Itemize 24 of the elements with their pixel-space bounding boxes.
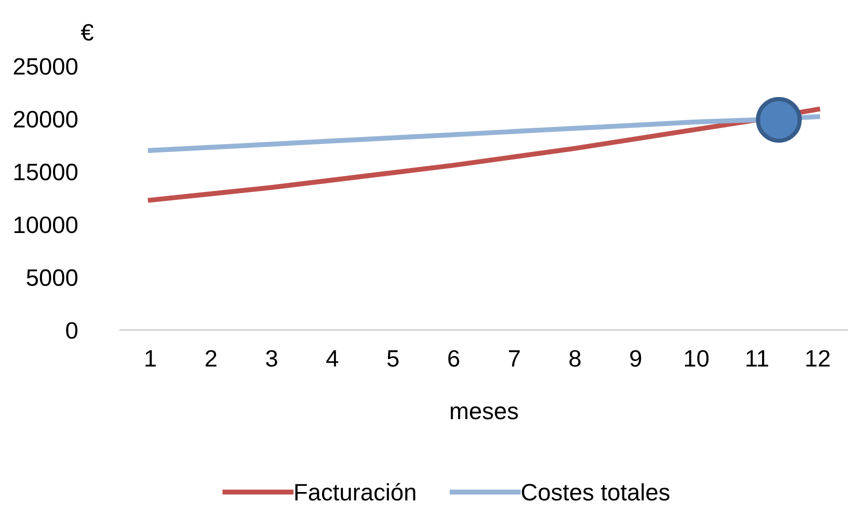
x-tick-label: 2 [206, 350, 216, 367]
line-series [148, 114, 820, 153]
x-tick-label: 11 [746, 350, 768, 367]
x-tick-label: 3 [266, 350, 278, 367]
x-tick-label: 12 [806, 350, 830, 367]
x-tick-label: 6 [448, 350, 460, 367]
legend-label: Costes totales [522, 483, 670, 501]
y-tick-label: 0 [66, 322, 78, 339]
x-axis-title: meses [450, 406, 518, 420]
x-tick-label: 1 [146, 350, 156, 367]
y-tick-label: 25000 [14, 58, 78, 75]
y-tick-label: 5000 [26, 269, 78, 286]
y-tick-label: 10000 [14, 216, 78, 234]
line-series [148, 106, 820, 203]
legend-label: Facturación [295, 482, 416, 501]
x-tick-label: 7 [508, 350, 520, 367]
y-tick-label: 15000 [14, 164, 78, 180]
y-axis-title: € [80, 24, 94, 41]
y-tick-label: 20000 [14, 110, 78, 128]
x-tick-label: 10 [685, 350, 709, 367]
x-tick-label: 5 [387, 350, 399, 367]
x-tick-label: 8 [569, 350, 581, 367]
x-tick-label: 9 [630, 350, 642, 367]
x-tick-label: 4 [326, 350, 338, 367]
